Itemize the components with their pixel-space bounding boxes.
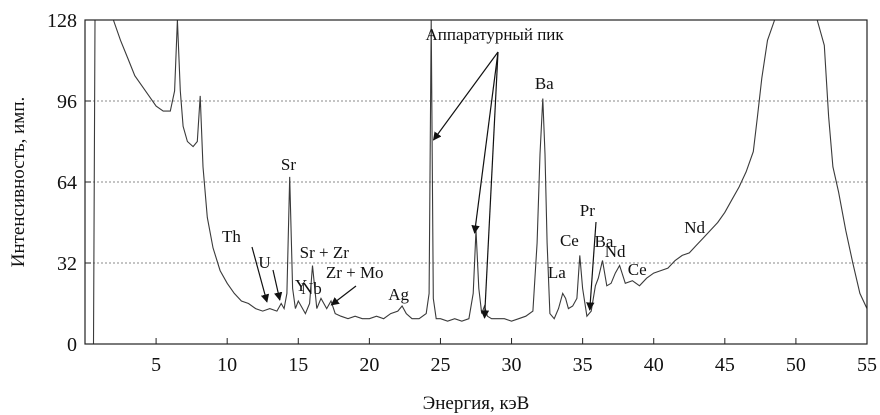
y-axis-label: Интенсивность, имп. bbox=[8, 97, 29, 268]
plot-frame bbox=[84, 19, 868, 345]
x-tick-label: 5 bbox=[151, 354, 161, 376]
annotation-arrow bbox=[480, 51, 499, 319]
x-axis-label: Энергия, кэВ bbox=[423, 393, 530, 414]
peak-label: Nd bbox=[605, 242, 626, 261]
peak-label: Th bbox=[222, 227, 241, 246]
peak-label: Y bbox=[295, 276, 307, 295]
annotation-arrow bbox=[330, 285, 357, 306]
peak-label: Pr bbox=[580, 201, 595, 220]
x-tick-label: 10 bbox=[217, 354, 237, 376]
y-tick-label: 128 bbox=[47, 10, 77, 32]
x-tick-label: 15 bbox=[288, 354, 308, 376]
peak-label: Zr + Mo bbox=[326, 263, 384, 282]
x-tick-label: 35 bbox=[573, 354, 593, 376]
peak-label: Sr bbox=[281, 155, 296, 174]
annotation-arrow bbox=[471, 51, 499, 234]
peak-label: Nd bbox=[684, 218, 705, 237]
peak-label: Nb bbox=[301, 279, 322, 298]
peak-label: Ce bbox=[628, 260, 647, 279]
spectrum-line bbox=[92, 19, 868, 345]
annotation-arrow bbox=[251, 246, 270, 303]
peak-label: Ba bbox=[535, 74, 554, 93]
x-tick-label: 45 bbox=[715, 354, 735, 376]
peak-label: Ag bbox=[388, 285, 409, 304]
peak-label: Ce bbox=[560, 231, 579, 250]
peak-label: U bbox=[258, 253, 270, 272]
peak-label: Sr + Zr bbox=[300, 243, 350, 262]
annotation-arrow bbox=[433, 51, 499, 141]
annotation-arrow bbox=[586, 221, 597, 311]
x-tick-label: 20 bbox=[359, 354, 379, 376]
x-tick-label: 55 bbox=[857, 354, 877, 376]
x-tick-label: 25 bbox=[430, 354, 450, 376]
y-tick-label: 96 bbox=[57, 91, 77, 113]
annotation-arrow bbox=[272, 269, 283, 301]
y-tick-label: 32 bbox=[57, 253, 77, 275]
y-tick-label: 64 bbox=[57, 172, 77, 194]
axis-ticks: 0 32 64 96 128 5 10 15 20 25 30 35 40 45 50 55 bbox=[47, 10, 877, 376]
x-tick-label: 30 bbox=[502, 354, 522, 376]
peak-label: Аппаратурный пик bbox=[426, 25, 565, 44]
y-tick-label: 0 bbox=[67, 334, 77, 356]
x-tick-label: 50 bbox=[786, 354, 806, 376]
peak-label: Ba bbox=[595, 232, 614, 251]
x-tick-label: 40 bbox=[644, 354, 664, 376]
peak-label: La bbox=[548, 263, 566, 282]
